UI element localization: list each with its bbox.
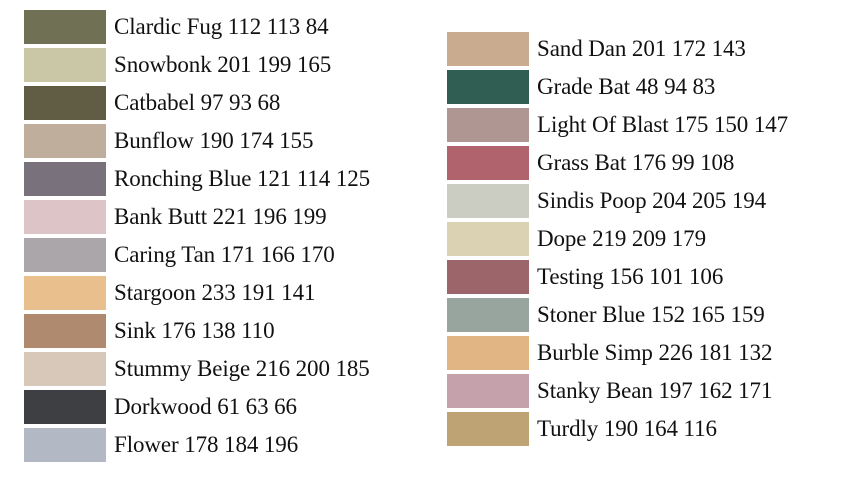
swatch-row: Sindis Poop 204 205 194 (447, 182, 788, 220)
swatch-row: Dope 219 209 179 (447, 220, 788, 258)
color-chip (24, 86, 106, 120)
swatch-row: Sand Dan 201 172 143 (447, 30, 788, 68)
swatch-row: Catbabel 97 93 68 (24, 84, 370, 122)
swatch-label: Stanky Bean 197 162 171 (537, 378, 773, 403)
color-chip (24, 238, 106, 272)
color-chip (447, 108, 529, 142)
color-chip (24, 352, 106, 386)
swatch-row: Testing 156 101 106 (447, 258, 788, 296)
swatch-label: Burble Simp 226 181 132 (537, 340, 773, 365)
swatch-label: Clardic Fug 112 113 84 (114, 14, 329, 39)
color-chip (24, 10, 106, 44)
swatch-label: Caring Tan 171 166 170 (114, 242, 335, 267)
swatch-row: Flower 178 184 196 (24, 426, 370, 464)
left-swatch-column: Clardic Fug 112 113 84 Snowbonk 201 199 … (24, 8, 370, 464)
swatch-row: Light Of Blast 175 150 147 (447, 106, 788, 144)
swatch-label: Flower 178 184 196 (114, 432, 299, 457)
swatch-row: Bank Butt 221 196 199 (24, 198, 370, 236)
swatch-label: Dope 219 209 179 (537, 226, 706, 251)
color-chip (24, 390, 106, 424)
color-chip (24, 48, 106, 82)
swatch-row: Stoner Blue 152 165 159 (447, 296, 788, 334)
swatch-label: Grass Bat 176 99 108 (537, 150, 735, 175)
color-chip (447, 222, 529, 256)
swatch-row: Grade Bat 48 94 83 (447, 68, 788, 106)
swatch-row: Bunflow 190 174 155 (24, 122, 370, 160)
swatch-row: Stummy Beige 216 200 185 (24, 350, 370, 388)
color-chip (447, 32, 529, 66)
swatch-label: Bunflow 190 174 155 (114, 128, 314, 153)
swatch-label: Sand Dan 201 172 143 (537, 36, 746, 61)
color-chip (447, 146, 529, 180)
color-chip (447, 298, 529, 332)
color-chip (24, 200, 106, 234)
swatch-label: Stoner Blue 152 165 159 (537, 302, 765, 327)
swatch-row: Burble Simp 226 181 132 (447, 334, 788, 372)
swatch-row: Caring Tan 171 166 170 (24, 236, 370, 274)
swatch-label: Testing 156 101 106 (537, 264, 724, 289)
swatch-label: Stummy Beige 216 200 185 (114, 356, 370, 381)
swatch-row: Sink 176 138 110 (24, 312, 370, 350)
color-chip (24, 124, 106, 158)
color-chip (447, 184, 529, 218)
swatch-row: Snowbonk 201 199 165 (24, 46, 370, 84)
right-swatch-column: Sand Dan 201 172 143 Grade Bat 48 94 83 … (447, 30, 788, 448)
swatch-label: Sindis Poop 204 205 194 (537, 188, 767, 213)
swatch-label: Grade Bat 48 94 83 (537, 74, 716, 99)
swatch-label: Sink 176 138 110 (114, 318, 275, 343)
swatch-label: Turdly 190 164 116 (537, 416, 717, 441)
swatch-row: Dorkwood 61 63 66 (24, 388, 370, 426)
swatch-label: Catbabel 97 93 68 (114, 90, 281, 115)
color-chip (24, 276, 106, 310)
swatch-label: Ronching Blue 121 114 125 (114, 166, 371, 191)
color-chip (447, 336, 529, 370)
swatch-label: Light Of Blast 175 150 147 (537, 112, 789, 137)
color-chip (24, 162, 106, 196)
swatch-row: Grass Bat 176 99 108 (447, 144, 788, 182)
swatch-row: Turdly 190 164 116 (447, 410, 788, 448)
swatch-label: Stargoon 233 191 141 (114, 280, 316, 305)
swatch-label: Dorkwood 61 63 66 (114, 394, 297, 419)
swatch-label: Snowbonk 201 199 165 (114, 52, 332, 77)
color-chip (24, 314, 106, 348)
swatch-row: Stanky Bean 197 162 171 (447, 372, 788, 410)
color-chip (24, 428, 106, 462)
swatch-row: Stargoon 233 191 141 (24, 274, 370, 312)
color-chip (447, 260, 529, 294)
color-chip (447, 412, 529, 446)
swatch-row: Clardic Fug 112 113 84 (24, 8, 370, 46)
color-chip (447, 374, 529, 408)
swatch-label: Bank Butt 221 196 199 (114, 204, 327, 229)
swatch-row: Ronching Blue 121 114 125 (24, 160, 370, 198)
color-chip (447, 70, 529, 104)
